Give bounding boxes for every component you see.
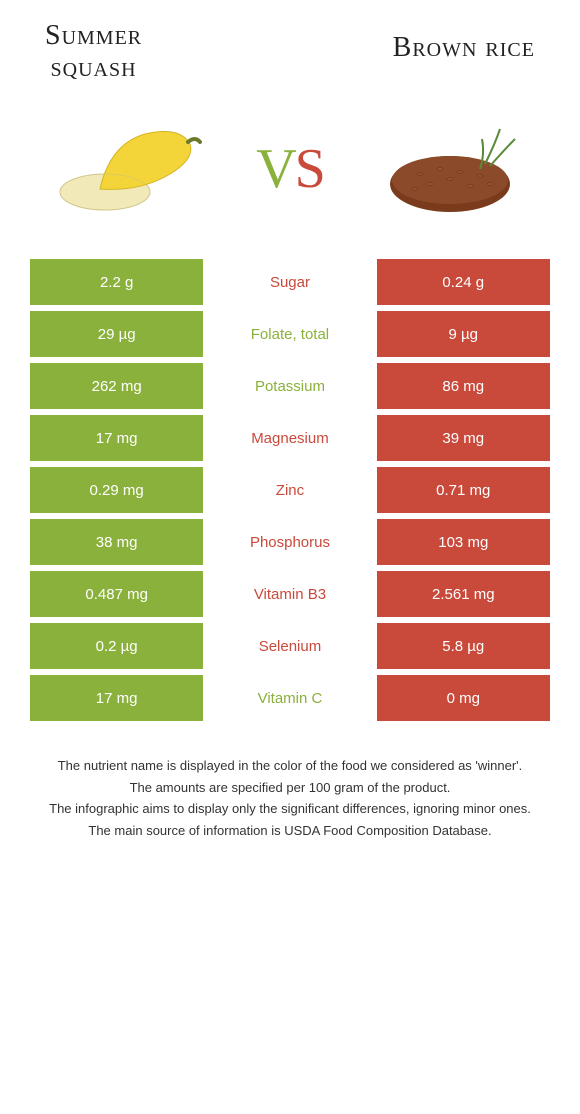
footer-notes: The nutrient name is displayed in the co… bbox=[15, 756, 565, 840]
nutrient-label: Folate, total bbox=[203, 311, 376, 357]
table-row: 38 mgPhosphorus103 mg bbox=[30, 519, 550, 565]
rice-image bbox=[365, 109, 535, 229]
nutrient-label: Selenium bbox=[203, 623, 376, 669]
nutrient-label: Vitamin B3 bbox=[203, 571, 376, 617]
table-row: 2.2 gSugar0.24 g bbox=[30, 259, 550, 305]
nutrient-label: Zinc bbox=[203, 467, 376, 513]
right-value-cell: 0 mg bbox=[377, 675, 550, 721]
left-value-cell: 17 mg bbox=[30, 675, 203, 721]
nutrient-label: Sugar bbox=[203, 259, 376, 305]
left-value-cell: 17 mg bbox=[30, 415, 203, 461]
left-value-cell: 0.487 mg bbox=[30, 571, 203, 617]
right-value-cell: 0.24 g bbox=[377, 259, 550, 305]
nutrient-label: Vitamin C bbox=[203, 675, 376, 721]
table-row: 29 µgFolate, total9 µg bbox=[30, 311, 550, 357]
table-row: 17 mgVitamin C0 mg bbox=[30, 675, 550, 721]
nutrient-label: Magnesium bbox=[203, 415, 376, 461]
right-food-title: Brown rice bbox=[393, 20, 535, 64]
left-value-cell: 0.2 µg bbox=[30, 623, 203, 669]
table-row: 262 mgPotassium86 mg bbox=[30, 363, 550, 409]
nutrient-label: Phosphorus bbox=[203, 519, 376, 565]
title-line: Summer bbox=[45, 20, 142, 51]
right-value-cell: 103 mg bbox=[377, 519, 550, 565]
right-value-cell: 5.8 µg bbox=[377, 623, 550, 669]
footer-note: The infographic aims to display only the… bbox=[30, 799, 550, 819]
table-row: 0.29 mgZinc0.71 mg bbox=[30, 467, 550, 513]
vs-v: V bbox=[256, 138, 294, 200]
table-row: 17 mgMagnesium39 mg bbox=[30, 415, 550, 461]
right-value-cell: 9 µg bbox=[377, 311, 550, 357]
table-row: 0.2 µgSelenium5.8 µg bbox=[30, 623, 550, 669]
footer-note: The amounts are specified per 100 gram o… bbox=[30, 778, 550, 798]
left-value-cell: 38 mg bbox=[30, 519, 203, 565]
vs-label: VS bbox=[256, 137, 324, 201]
vs-s: S bbox=[295, 138, 324, 200]
right-value-cell: 2.561 mg bbox=[377, 571, 550, 617]
left-value-cell: 29 µg bbox=[30, 311, 203, 357]
left-value-cell: 2.2 g bbox=[30, 259, 203, 305]
footer-note: The nutrient name is displayed in the co… bbox=[30, 756, 550, 776]
comparison-table: 2.2 gSugar0.24 g 29 µgFolate, total9 µg 26… bbox=[15, 259, 565, 721]
squash-image bbox=[45, 109, 215, 229]
images-row: VS bbox=[15, 109, 565, 229]
left-value-cell: 0.29 mg bbox=[30, 467, 203, 513]
left-value-cell: 262 mg bbox=[30, 363, 203, 409]
right-value-cell: 39 mg bbox=[377, 415, 550, 461]
title-line: squash bbox=[51, 52, 137, 83]
nutrient-label: Potassium bbox=[203, 363, 376, 409]
header: Summer squash Brown rice bbox=[15, 20, 565, 84]
left-food-title: Summer squash bbox=[45, 20, 142, 84]
right-value-cell: 0.71 mg bbox=[377, 467, 550, 513]
right-value-cell: 86 mg bbox=[377, 363, 550, 409]
footer-note: The main source of information is USDA F… bbox=[30, 821, 550, 841]
table-row: 0.487 mgVitamin B32.561 mg bbox=[30, 571, 550, 617]
